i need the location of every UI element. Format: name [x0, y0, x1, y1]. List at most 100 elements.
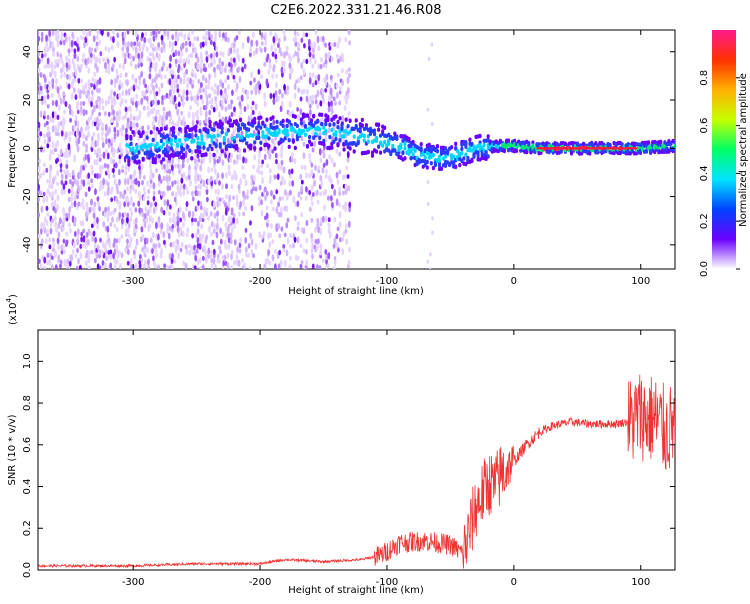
spectrogram-noise-cell — [204, 248, 207, 255]
spectrogram-noise-cell — [63, 248, 66, 255]
spectrogram-noise-cell — [235, 217, 239, 225]
spectrogram-noise-cell — [302, 31, 306, 39]
spectrogram-noise-cell — [266, 163, 269, 169]
spectrogram-noise-cell — [168, 252, 172, 261]
spectrogram-echo-cell — [458, 162, 462, 168]
spectrogram-noise-cell — [310, 195, 313, 202]
spectrogram-noise-cell — [87, 116, 91, 124]
spectrogram-noise-cell — [332, 266, 336, 269]
spectrogram-noise-cell — [239, 201, 243, 208]
spectrogram-noise-cell — [223, 254, 227, 261]
spectrogram-noise-cell — [311, 94, 315, 101]
spectrogram-noise-cell — [344, 183, 348, 190]
colorbar-tick-label: 0.0 — [699, 261, 710, 277]
spectrogram-echo-cell — [232, 135, 237, 141]
spectrogram-noise-cell — [119, 191, 123, 198]
spectrogram-noise-cell — [213, 212, 217, 219]
spectrogram-echo-cell — [285, 123, 289, 129]
spectrogram-noise-cell — [43, 162, 46, 168]
spectrogram-noise-cell — [319, 227, 323, 236]
spectrogram-noise-cell — [98, 205, 102, 212]
spectrogram-noise-cell — [208, 93, 212, 99]
spectrogram-noise-cell — [157, 42, 161, 48]
spectrogram-noise-cell — [155, 99, 158, 107]
spectrogram-noise-cell — [268, 62, 272, 70]
spectrogram-noise-cell — [282, 166, 286, 174]
spectrogram-noise-cell — [114, 78, 118, 84]
snr-multiplier-close: ) — [8, 294, 19, 298]
spectrogram-noise-cell — [138, 164, 141, 171]
spectrogram-noise-cell — [255, 39, 259, 47]
spectrogram-noise-cell — [157, 222, 161, 229]
spectrogram-noise-cell — [221, 183, 224, 190]
spectrogram-noise-cell — [96, 223, 100, 230]
spectrogram-noise-cell — [224, 221, 228, 229]
spectrogram-noise-cell — [126, 186, 129, 192]
spectrogram-noise-cell — [339, 237, 342, 243]
spectrogram-echo-cell — [383, 139, 387, 145]
spectrogram-noise-cell — [232, 75, 236, 80]
spectrogram-noise-cell — [103, 110, 107, 117]
spectrogram-noise-cell — [99, 50, 103, 57]
spectrogram-noise-cell — [38, 157, 41, 165]
spectrogram-noise-cell — [95, 99, 99, 105]
spectrogram-echo-cell — [348, 118, 352, 123]
spectrogram-noise-cell — [242, 156, 245, 164]
spectrogram-noise-cell — [82, 52, 85, 59]
spectrogram-echo-cell — [531, 140, 535, 145]
spectrogram-noise-cell — [76, 238, 80, 246]
spectrogram-noise-cell — [182, 116, 186, 123]
spectrogram-noise-cell — [158, 69, 162, 75]
spectrogram-noise-cell — [126, 260, 130, 266]
spectrogram-noise-cell — [85, 231, 89, 238]
spectrogram-x-tick-label: -300 — [122, 276, 145, 287]
spectrogram-noise-cell — [68, 205, 72, 213]
spectrogram-noise-cell — [310, 201, 314, 207]
spectrogram-noise-cell — [40, 205, 44, 214]
spectrogram-noise-cell — [162, 231, 166, 239]
spectrogram-noise-cell — [76, 45, 80, 53]
spectrogram-noise-cell — [96, 30, 100, 36]
spectrogram-noise-cell — [78, 264, 82, 269]
spectrogram-noise-cell — [244, 236, 248, 244]
spectrogram-noise-cell — [115, 68, 119, 75]
spectrogram-noise-cell — [171, 224, 175, 229]
spectrogram-noise-cell — [302, 68, 306, 76]
spectrogram-noise-cell — [278, 196, 282, 202]
spectrogram-noise-cell — [64, 100, 68, 108]
spectrogram-noise-cell — [110, 44, 114, 51]
spectrogram-noise-cell — [268, 241, 272, 248]
spectrogram-noise-cell — [193, 244, 196, 251]
spectrogram-noise-cell — [146, 200, 150, 206]
spectrogram-noise-cell — [230, 226, 234, 234]
spectrogram-noise-cell — [290, 168, 294, 175]
spectrogram-noise-cell — [249, 220, 252, 226]
spectrogram-noise-cell — [157, 264, 161, 269]
spectrogram-noise-cell — [134, 64, 138, 70]
spectrogram-noise-cell — [96, 116, 99, 124]
spectrogram-noise-cell — [330, 41, 333, 48]
spectrogram-noise-cell — [121, 212, 125, 218]
spectrogram-noise-cell — [229, 238, 233, 245]
spectrogram-noise-cell — [230, 265, 233, 269]
spectrogram-noise-cell — [176, 242, 180, 251]
spectrogram-noise-cell — [43, 64, 47, 69]
spectrogram-noise-cell — [49, 164, 53, 171]
spectrogram-noise-cell — [288, 180, 292, 187]
spectrogram-noise-cell — [75, 265, 79, 269]
spectrogram-noise-cell — [289, 244, 292, 249]
spectrogram-echo-cell — [226, 128, 230, 133]
spectrogram-noise-cell — [314, 99, 318, 105]
spectrogram-noise-cell — [113, 237, 117, 245]
spectrogram-noise-cell — [299, 243, 303, 249]
spectrogram-noise-cell — [68, 136, 72, 143]
spectrogram-noise-cell — [230, 173, 234, 181]
spectrogram-noise-cell — [160, 159, 163, 165]
spectrogram-noise-cell — [199, 67, 203, 74]
spectrogram-noise-cell — [283, 51, 286, 59]
spectrogram-echo-cell — [212, 152, 216, 158]
spectrogram-noise-cell — [210, 97, 214, 106]
spectrogram-noise-cell — [106, 163, 110, 169]
spectrogram-noise-cell — [51, 111, 55, 119]
spectrogram-noise-cell — [133, 169, 137, 177]
